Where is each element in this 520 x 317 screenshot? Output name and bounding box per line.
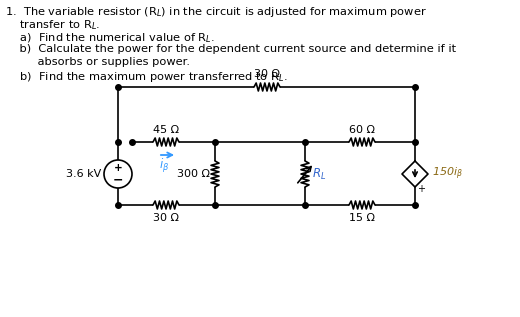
Text: b)  Calculate the power for the dependent current source and determine if it: b) Calculate the power for the dependent… [5,44,456,54]
Text: 3.6 kV: 3.6 kV [66,169,101,179]
Text: b)  Find the maximum power transferred to R$_L$.: b) Find the maximum power transferred to… [5,70,288,84]
Text: 60 Ω: 60 Ω [349,125,375,135]
Text: −: − [113,173,123,186]
Text: 30 Ω: 30 Ω [153,213,179,223]
Text: 150$i_{\beta}$: 150$i_{\beta}$ [432,166,463,182]
Text: +: + [417,184,425,194]
Text: 45 Ω: 45 Ω [153,125,179,135]
Text: absorbs or supplies power.: absorbs or supplies power. [5,57,190,67]
Text: transfer to R$_L$.: transfer to R$_L$. [5,18,100,32]
Text: +: + [114,163,122,173]
Text: 30 Ω: 30 Ω [254,69,280,79]
Text: 1.  The variable resistor (R$_L$) in the circuit is adjusted for maximum power: 1. The variable resistor (R$_L$) in the … [5,5,427,19]
Text: 15 Ω: 15 Ω [349,213,375,223]
Text: $R_L$: $R_L$ [312,166,326,182]
Text: 300 Ω: 300 Ω [177,169,210,179]
Text: $i_{\beta}$: $i_{\beta}$ [159,157,169,175]
Text: a)  Find the numerical value of R$_L$.: a) Find the numerical value of R$_L$. [5,31,215,45]
